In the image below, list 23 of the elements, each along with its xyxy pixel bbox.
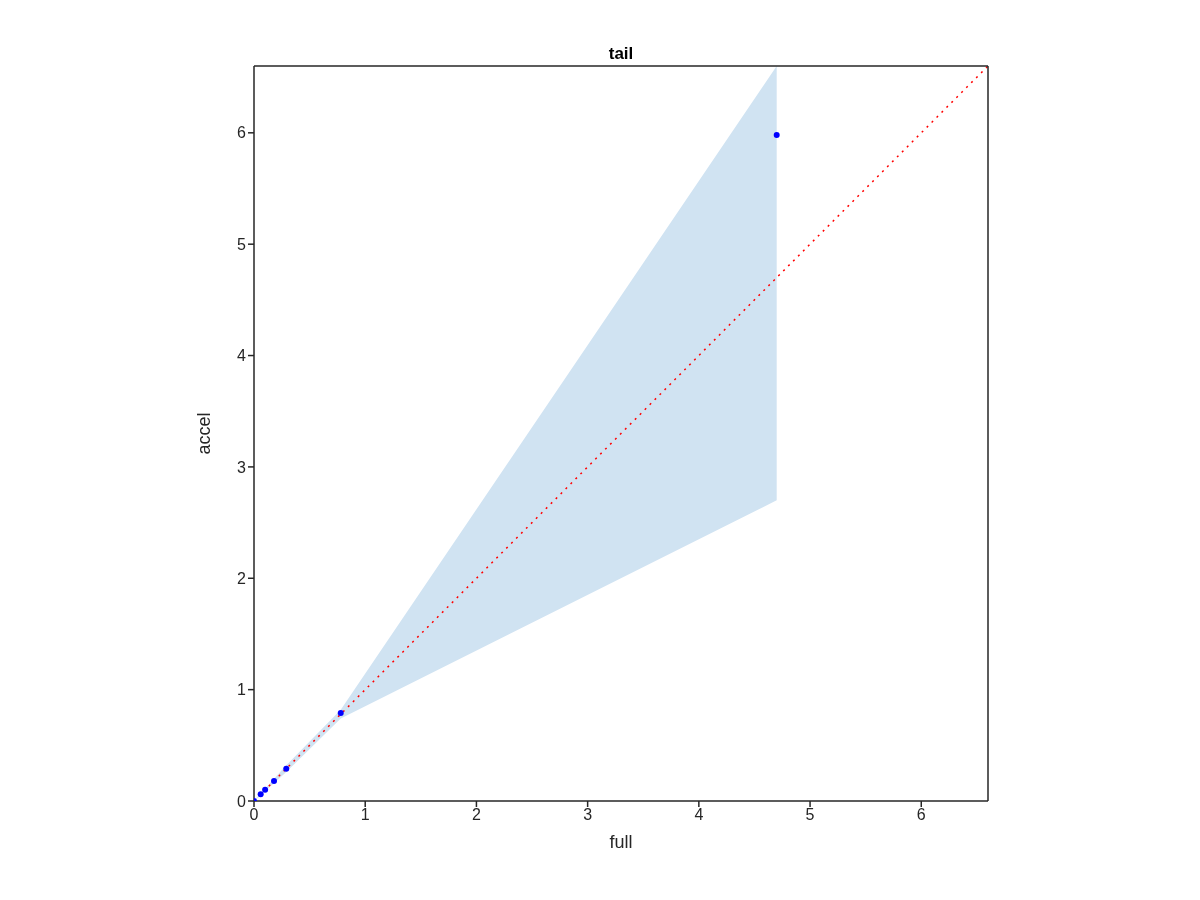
y-tick-label: 1 (237, 681, 247, 699)
point (283, 765, 290, 772)
point (773, 132, 780, 139)
chart-title: tail (607, 44, 635, 64)
x-tick-label: 3 (583, 806, 593, 824)
point (271, 777, 278, 784)
x-axis-title: full (609, 831, 633, 852)
x-tick-label: 1 (360, 806, 370, 824)
x-tick-label: 5 (805, 806, 815, 824)
y-tick-label: 6 (237, 124, 247, 142)
x-tick-label: 4 (694, 806, 704, 824)
y-tick-label: 4 (237, 347, 247, 365)
x-tick-label: 6 (916, 806, 926, 824)
x-tick-label: 0 (249, 806, 259, 824)
point (337, 710, 344, 717)
y-axis-title: accel (194, 412, 215, 455)
x-tick-label: 2 (471, 806, 481, 824)
point (262, 786, 269, 793)
y-tick-label: 3 (237, 458, 247, 476)
y-tick-label: 0 (237, 792, 247, 810)
y-tick-label: 2 (237, 569, 247, 587)
y-tick-label: 5 (237, 235, 247, 253)
point (257, 791, 264, 798)
